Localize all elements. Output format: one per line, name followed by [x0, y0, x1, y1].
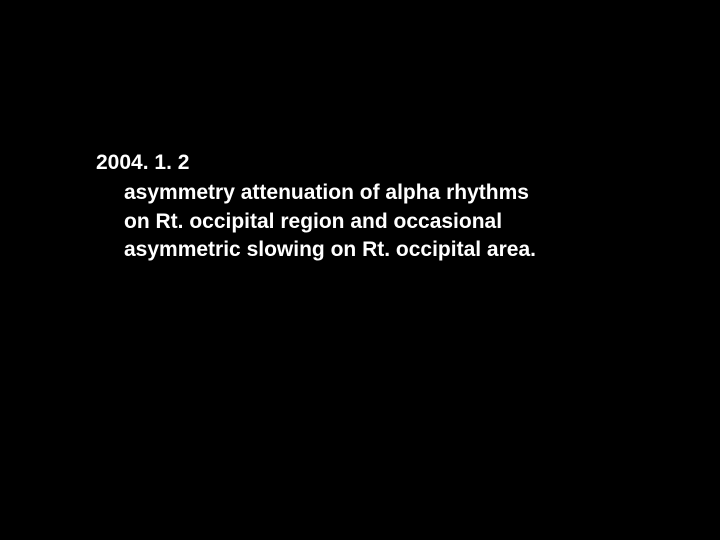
date-heading: 2004. 1. 2 — [96, 148, 636, 177]
body-line-1: asymmetry attenuation of alpha rhythms — [124, 179, 636, 207]
slide-container: 2004. 1. 2 asymmetry attenuation of alph… — [0, 0, 720, 540]
body-line-3: asymmetric slowing on Rt. occipital area… — [124, 236, 636, 264]
body-text-block: asymmetry attenuation of alpha rhythms o… — [96, 179, 636, 264]
slide-content: 2004. 1. 2 asymmetry attenuation of alph… — [96, 148, 636, 264]
body-line-2: on Rt. occipital region and occasional — [124, 208, 636, 236]
